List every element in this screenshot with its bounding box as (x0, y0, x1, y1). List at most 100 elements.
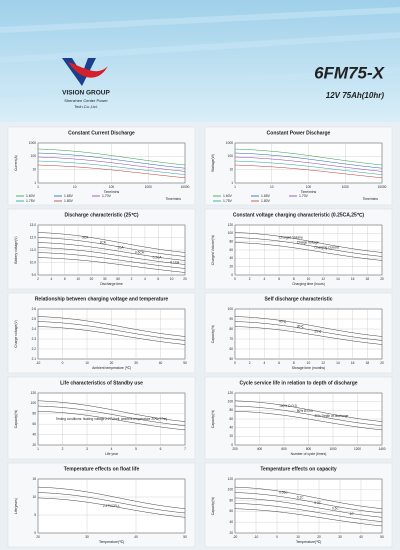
x-tick-label: 6 (160, 447, 162, 451)
x-tick-label: 10 (170, 277, 174, 281)
x-tick-label: 12 (321, 361, 325, 365)
x-axis-label: Ambient temperature (℃) (92, 366, 131, 370)
x-tick-label: 14 (336, 277, 340, 281)
y-tick-label: 10 (32, 495, 36, 499)
panel-title: Temperature effects on float life (64, 466, 140, 472)
x-tick-label: 4 (144, 277, 146, 281)
legend-label: 1.60V (26, 194, 36, 198)
x-tick-label: 4 (264, 361, 266, 365)
x-tick-label: 10 (307, 277, 311, 281)
curve-label: 0.2C (314, 501, 321, 505)
y-tick-label: 40 (32, 432, 36, 436)
panel-title: Discharge characteristic (25℃) (65, 211, 139, 218)
y-tick-label: 15 (32, 477, 36, 481)
curve (37, 316, 186, 337)
x-tick-label: 6 (157, 277, 159, 281)
curve (234, 316, 383, 337)
x-tick-label: 30 (134, 361, 138, 365)
x-tick-label: 2 (37, 277, 39, 281)
x-tick-label: 18 (366, 277, 370, 281)
x-axis-label: Time/mins (301, 190, 317, 194)
y-tick-label: 60 (229, 417, 233, 421)
legend-label: 1.70V (299, 194, 309, 198)
x-tick-label: 18 (366, 361, 370, 365)
curve-label: 1C (350, 512, 355, 516)
y-tick-label: 20 (229, 531, 233, 535)
x-axis-label: Temperature(℃) (296, 540, 321, 544)
curve-label: Charging Current (314, 245, 339, 249)
x-tick-label: 40 (359, 535, 363, 539)
x-tick-label: 16 (351, 361, 355, 365)
y-tick-label: 2.6 (32, 307, 37, 311)
y-tick-label: 40 (229, 256, 233, 260)
panel-title: Constant voltage charging characteristic… (233, 211, 365, 218)
x-tick-label: 8 (293, 361, 295, 365)
curve (37, 164, 186, 179)
legend-label: 1.80V (261, 199, 271, 203)
legend-label: 1.60V (223, 194, 233, 198)
curve (37, 321, 186, 341)
curve (37, 326, 186, 345)
y-tick-label: 100 (31, 154, 37, 158)
curve (37, 232, 186, 253)
x-tick-label: 20 (110, 361, 114, 365)
y-tick-label: 20 (32, 443, 36, 447)
y-tick-label: 40 (229, 520, 233, 524)
x-tick-label: 50 (380, 535, 384, 539)
curve (37, 237, 186, 257)
y-tick-label: 1 (34, 181, 36, 185)
legend-unit: Time/mins (165, 197, 181, 201)
y-tick-label: 80 (229, 327, 233, 331)
company-line: Tech.Co.,Ltd. (74, 104, 98, 109)
x-tick-label: 200 (232, 447, 238, 451)
y-tick-label: 2.4 (32, 327, 37, 331)
x-tick-label: -10 (36, 361, 41, 365)
x-tick-label: 1 (37, 447, 39, 451)
x-tick-label: 1000 (329, 447, 336, 451)
x-tick-label: 10 (270, 185, 274, 189)
y-tick-label: 2.2 (32, 347, 37, 351)
y-tick-label: 12.0 (30, 235, 36, 239)
curve (234, 160, 383, 175)
y-tick-label: 80 (229, 240, 233, 244)
curve (37, 405, 186, 427)
curve-label: 0.1CA (170, 260, 180, 264)
y-axis-label: Charge voltage(V) (14, 320, 18, 348)
x-tick-label: 40 (134, 535, 138, 539)
y-tick-label: 80 (229, 408, 233, 412)
x-tick-label: 10 (76, 277, 80, 281)
curve-label: 100% D.O.D (279, 404, 298, 408)
curve (234, 242, 383, 261)
curve (37, 242, 186, 261)
panel-title: Cycle service life in relation to depth … (239, 380, 357, 386)
curve-label: 1CA (117, 245, 124, 249)
x-tick-label: 100 (109, 185, 115, 189)
x-tick-label: 10 (296, 535, 300, 539)
x-tick-label: 40 (159, 361, 163, 365)
y-axis-label: Charged Volume(%) (211, 235, 215, 266)
y-axis-label: Capacity(%) (211, 410, 215, 428)
x-tick-label: 8 (293, 277, 295, 281)
y-tick-label: 60 (32, 422, 36, 426)
curve-label: 30% Depth of discharge (314, 414, 348, 418)
x-tick-label: 20 (380, 361, 384, 365)
curve-label: 50% D.O.D (297, 409, 314, 413)
y-axis-label: Life(years) (14, 498, 18, 514)
y-tick-label: 13.0 (30, 223, 36, 227)
panel-title: Relationship between charging voltage an… (35, 296, 169, 302)
x-tick-label: -20 (233, 535, 238, 539)
y-tick-label: 20 (229, 434, 233, 438)
x-tick-label: 30 (103, 277, 107, 281)
y-tick-label: 1000 (29, 141, 36, 145)
y-tick-label: 60 (229, 509, 233, 513)
x-tick-label: 6 (278, 361, 280, 365)
curve-label: 0.6CA (135, 250, 145, 254)
y-tick-label: 1000 (226, 141, 233, 145)
y-tick-label: 0 (34, 531, 36, 535)
y-tick-label: 100 (228, 307, 234, 311)
curve (37, 152, 186, 169)
y-tick-label: 5 (34, 513, 36, 517)
x-tick-label: 14 (336, 361, 340, 365)
x-tick-label: 3 (86, 447, 88, 451)
